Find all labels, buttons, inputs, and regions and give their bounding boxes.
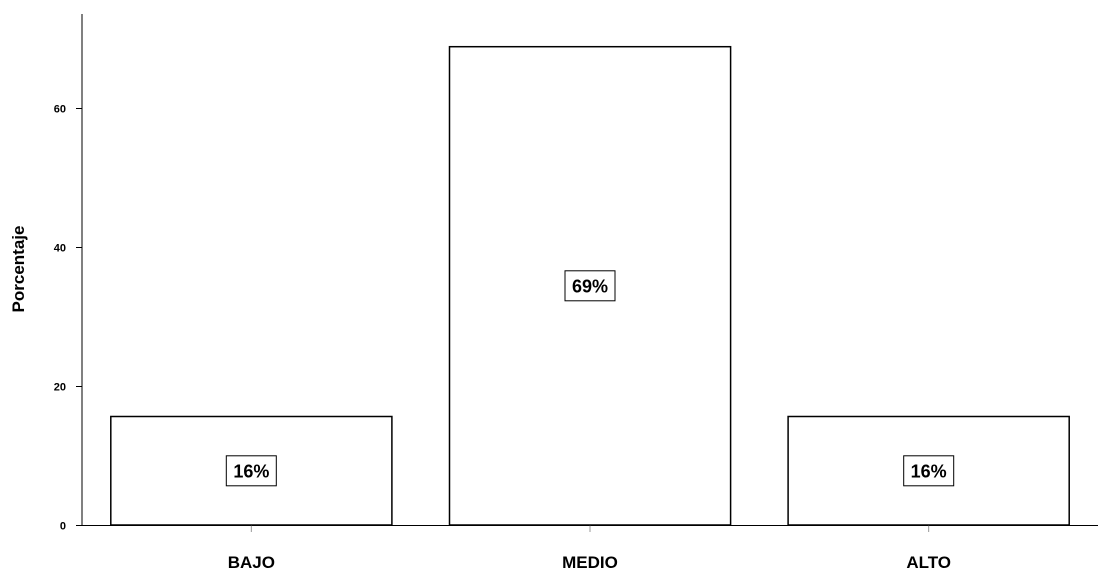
x-tick-label: BAJO	[228, 553, 275, 572]
x-tick-label: MEDIO	[562, 553, 618, 572]
x-axis: BAJO MEDIO ALTO	[82, 525, 1098, 572]
y-axis: 0 20 40 60	[54, 14, 83, 533]
y-tick-label: 20	[54, 382, 66, 394]
data-labels: 16% 69% 16%	[225, 270, 955, 487]
data-label: 16%	[233, 461, 269, 481]
data-label: 16%	[911, 461, 947, 481]
x-tick-label: ALTO	[906, 553, 951, 572]
y-axis-title: Porcentaje	[9, 226, 28, 313]
data-label: 69%	[572, 276, 608, 296]
data-label-box	[225, 455, 277, 487]
y-tick-label: 40	[54, 243, 66, 255]
bar-bajo	[110, 415, 393, 526]
y-tick-label: 60	[54, 104, 66, 116]
y-tick-label: 0	[60, 521, 66, 533]
data-label-box	[903, 455, 955, 487]
data-label-box	[564, 270, 616, 302]
